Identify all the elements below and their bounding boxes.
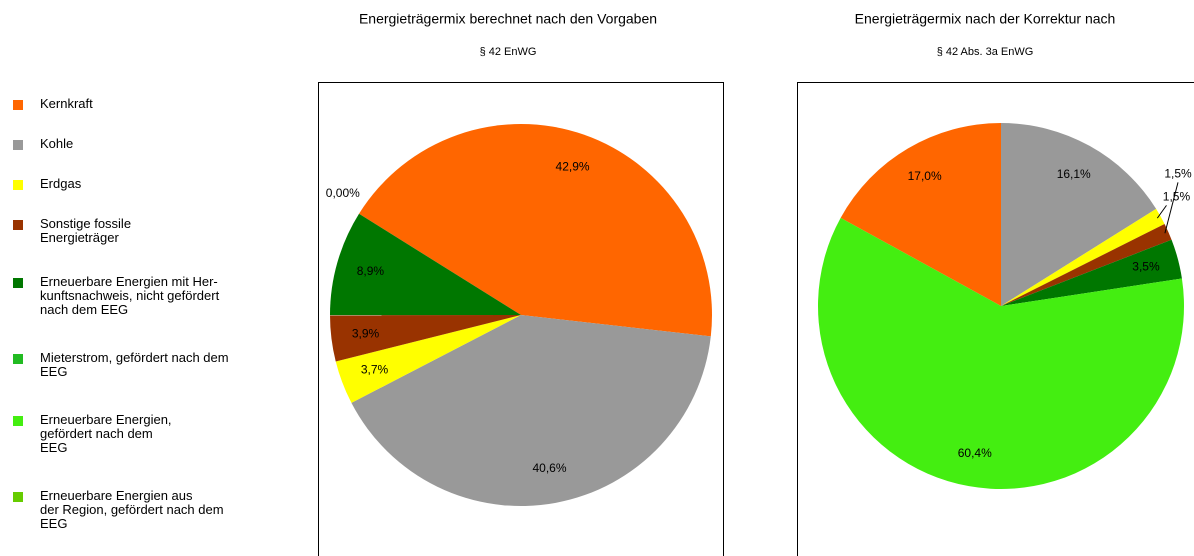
chart-subtitle: § 42 EnWG [480, 46, 537, 58]
pie-slice [1001, 239, 1182, 306]
legend-swatch [13, 354, 23, 364]
data-label: 3,5% [1132, 259, 1160, 273]
data-label: 40,6% [532, 461, 566, 475]
legend-label: Erneuerbare Energien mit Her- kunftsnach… [40, 274, 220, 317]
legend-swatch [13, 416, 23, 426]
data-label: 3,9% [352, 326, 380, 340]
pie-slice [817, 217, 1184, 490]
data-label: 42,9% [556, 159, 590, 173]
legend-swatch [13, 220, 23, 230]
leader-line [1156, 205, 1167, 219]
chart-title: Energieträgermix berechnet nach den Vorg… [359, 11, 657, 27]
pie-slice [1001, 223, 1172, 306]
legend-swatch [13, 278, 23, 288]
data-label: 60,4% [958, 446, 992, 460]
pie-slice [335, 315, 521, 403]
legend-label: Mieterstrom, gefördert nach dem EEG [40, 350, 229, 379]
pie-slice [330, 213, 521, 316]
legend-label: Kernkraft [40, 96, 93, 111]
data-label: 16,1% [1057, 167, 1091, 181]
pie-slice [1001, 123, 1157, 306]
data-label: 17,0% [908, 169, 942, 183]
legend-label: Erdgas [40, 176, 82, 191]
chart-subtitle: § 42 Abs. 3a EnWG [937, 46, 1034, 58]
pie-slice [840, 122, 1001, 306]
pie-slice [330, 315, 521, 362]
pie-slice [359, 124, 712, 337]
legend-label: Erneuerbare Energien, gefördert nach dem… [40, 412, 172, 455]
data-label: 0,00% [326, 186, 360, 200]
legend-label: Erneuerbare Energien aus der Region, gef… [40, 488, 224, 531]
legend-swatch [13, 140, 23, 150]
leader-line [1164, 182, 1179, 234]
legend-swatch [13, 100, 23, 110]
chart-title: Energieträgermix nach der Korrektur nach [855, 11, 1116, 27]
legend-swatch [13, 180, 23, 190]
pie-slice [359, 213, 521, 315]
data-label: 1,5% [1164, 166, 1192, 180]
legend-label: Sonstige fossile Energieträger [40, 216, 132, 245]
legend-swatch [13, 492, 23, 502]
pie-slice [1001, 208, 1165, 306]
data-label: 8,9% [357, 264, 385, 278]
data-label: 1,5% [1163, 190, 1191, 204]
chart-frame [797, 82, 1194, 556]
data-label: 3,7% [361, 363, 389, 377]
legend-label: Kohle [40, 136, 74, 151]
chart-frame [318, 82, 724, 556]
pie-slice [351, 315, 711, 506]
